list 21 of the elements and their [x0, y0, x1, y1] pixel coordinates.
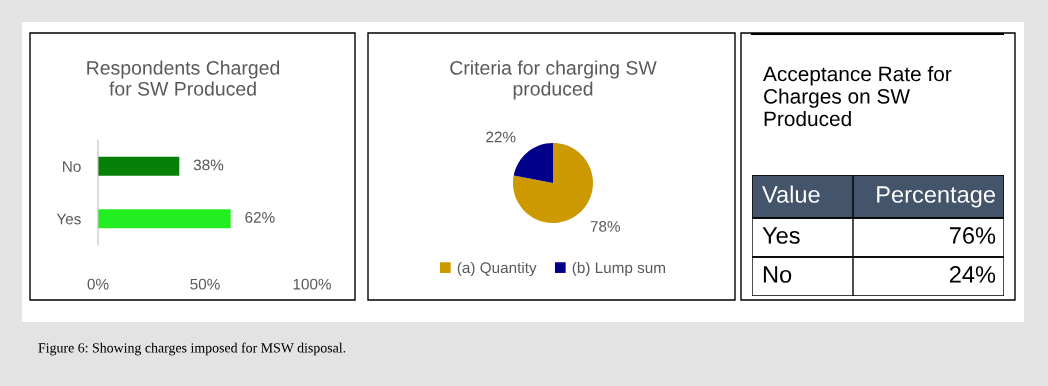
- caption: Figure 6: Showing charges imposed for MSW disposal.: [38, 342, 346, 356]
- chart-title: Criteria for charging SW produced: [450, 60, 657, 100]
- text: 24%: [949, 266, 996, 283]
- chart-title: Respondents Charged for SW Produced: [87, 60, 280, 96]
- text: Acceptance Rate for Charges on SW Produced: [763, 66, 952, 127]
- text: Value: [762, 185, 820, 203]
- legend-label: (b) Lump sum: [572, 261, 665, 277]
- data-label: 22%: [486, 131, 516, 143]
- category-label: Yes: [762, 227, 800, 244]
- data-label: 38%: [193, 159, 224, 171]
- text: Percentage: [877, 186, 995, 208]
- data-label: 62%: [245, 212, 275, 223]
- x-tick-label: 0%: [87, 278, 109, 290]
- category-label: No: [763, 266, 792, 283]
- x-tick-label: 100%: [293, 278, 331, 290]
- pie-slice: [513, 143, 553, 183]
- text: 76%: [949, 227, 996, 244]
- pie-slice: [513, 143, 593, 223]
- legend-label: (a) Quantity: [457, 261, 537, 277]
- data-label: 78%: [590, 220, 621, 232]
- x-tick-label: 50%: [190, 278, 220, 290]
